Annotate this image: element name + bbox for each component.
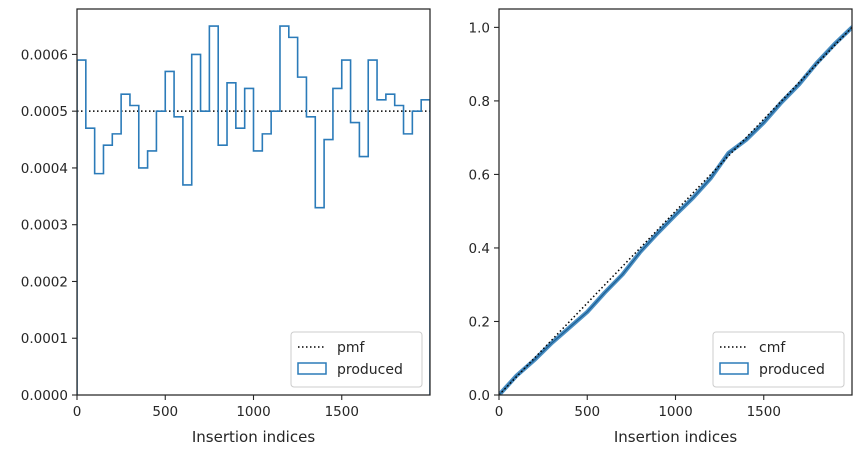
- legend-label-reference: cmf: [759, 340, 786, 356]
- produced-bin: [183, 185, 192, 395]
- produced-bin: [227, 83, 236, 395]
- plot-area: [499, 25, 852, 395]
- produced-bin: [103, 145, 112, 395]
- legend-label-produced: produced: [337, 362, 403, 378]
- x-tick-label: 0: [73, 404, 82, 420]
- produced-bin: [139, 168, 148, 395]
- y-tick-label: 0.0000: [21, 388, 68, 404]
- y-tick-label: 0.0003: [21, 218, 68, 234]
- produced-bin: [262, 134, 271, 395]
- produced-bin: [165, 71, 174, 395]
- produced-bin: [280, 26, 289, 395]
- produced-histogram-step: [77, 25, 430, 395]
- plot-area: [77, 25, 430, 396]
- y-tick-label: 0.0: [469, 388, 490, 404]
- produced-bin: [236, 128, 245, 395]
- produced-bin: [156, 111, 165, 395]
- legend-swatch-produced: [297, 362, 327, 375]
- y-tick-label: 0.0004: [21, 161, 68, 177]
- y-tick-label: 0.0001: [21, 331, 68, 347]
- produced-bin: [77, 60, 86, 395]
- y-tick-label: 0.8: [469, 94, 490, 110]
- x-axis-label: Insertion indices: [192, 428, 315, 446]
- legend-label-reference: pmf: [337, 340, 366, 356]
- produced-bin: [95, 174, 104, 395]
- x-tick-label: 1500: [325, 404, 359, 420]
- y-tick-label: 0.6: [469, 167, 490, 183]
- x-axis-label: Insertion indices: [614, 428, 737, 446]
- legend: cmf produced: [712, 331, 845, 388]
- x-tick-label: 1500: [747, 404, 781, 420]
- produced-bin: [201, 111, 210, 395]
- produced-bin: [174, 117, 183, 395]
- legend-label-produced: produced: [759, 362, 825, 378]
- legend: pmf produced: [290, 331, 423, 388]
- produced-cmf-line: [499, 26, 852, 395]
- x-tick-label: 1000: [236, 404, 270, 420]
- produced-bin: [130, 106, 139, 396]
- produced-bin: [245, 88, 254, 395]
- produced-bin: [121, 94, 130, 395]
- produced-bin: [271, 111, 280, 395]
- x-tick-label: 500: [574, 404, 600, 420]
- y-tick-label: 0.0006: [21, 47, 68, 63]
- x-tick-label: 1000: [658, 404, 692, 420]
- produced-bin: [209, 26, 218, 395]
- x-tick-label: 0: [495, 404, 504, 420]
- produced-bin: [112, 134, 121, 395]
- x-tick-label: 500: [152, 404, 178, 420]
- cmf-reference-line: [499, 26, 852, 395]
- y-tick-label: 0.4: [469, 241, 490, 257]
- legend-swatch-produced: [719, 362, 749, 375]
- produced-bin: [148, 151, 157, 395]
- y-tick-label: 0.0002: [21, 274, 68, 290]
- cmf-line-panel: 0 500 1000 1500 0.0 0.2 0.4 0.6 0.8 1.0 Insertion …: [469, 8, 853, 446]
- y-tick-label: 1.0: [469, 20, 490, 36]
- produced-bin: [254, 151, 263, 395]
- produced-bin: [218, 145, 227, 395]
- y-tick-label: 0.0005: [21, 104, 68, 120]
- produced-bin: [86, 128, 95, 395]
- produced-bin: [192, 54, 201, 395]
- pmf-histogram-panel: 0 500 1000 1500 0.0000 0.0001 0.0002 0.0003 0.00…: [21, 8, 431, 446]
- y-tick-label: 0.2: [469, 314, 490, 330]
